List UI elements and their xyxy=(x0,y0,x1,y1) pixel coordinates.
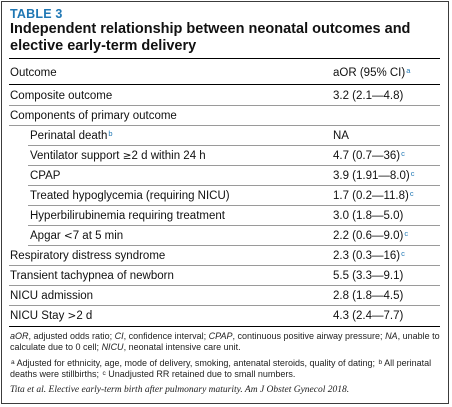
aor-cell: 5.5 (3.3—9.1) xyxy=(333,270,404,282)
row-nicu-stay: NICU Stay >2 d 4.3 (2.4—7.7) xyxy=(9,306,440,326)
outcome-cell: CPAP xyxy=(30,170,61,182)
column-header-aor: aOR (95% CI)a xyxy=(333,66,411,79)
row-respiratory-distress: Respiratory distress syndrome 2.3 (0.3—16… xyxy=(9,246,440,266)
aor-cell: 4.3 (2.4—7.7) xyxy=(333,310,404,322)
aor-cell: 2.8 (1.8—4.5) xyxy=(333,290,404,302)
outcome-cell: Components of primary outcome xyxy=(10,110,177,122)
column-header-outcome: Outcome xyxy=(10,67,57,79)
footnotes-abc: a Adjusted for ethnicity, age, mode of d… xyxy=(10,358,432,379)
table-footnotes: aOR, adjusted odds ratio; CI, confidence… xyxy=(10,331,442,401)
table-top-rule xyxy=(9,58,440,59)
row-hyperbilirubinemia: Hyperbilirubinemia requiring treatment 3.… xyxy=(9,206,440,226)
aor-cell: 2.3 (0.3—16)c xyxy=(333,249,405,262)
row-nicu-admission: NICU admission 2.8 (1.8—4.5) xyxy=(9,286,440,306)
row-transient-tachypnea: Transient tachypnea of newborn 5.5 (3.3—9… xyxy=(9,266,440,286)
aor-cell: NA xyxy=(333,130,349,142)
citation: Tita et al. Elective early-term birth af… xyxy=(10,385,350,395)
aor-cell: 4.7 (0.7—36)c xyxy=(333,149,405,162)
aor-cell: 2.2 (0.6—9.0)c xyxy=(333,229,409,242)
table-title: Independent relationship between neonata… xyxy=(10,21,411,54)
abbreviations-note: aOR, adjusted odds ratio; CI, confidence… xyxy=(10,331,440,352)
table-bottom-rule xyxy=(9,326,440,327)
outcome-cell: Composite outcome xyxy=(10,90,113,102)
outcome-cell: Perinatal deathb xyxy=(30,129,113,142)
aor-cell: 3.9 (1.91—8.0)c xyxy=(333,169,415,182)
aor-cell: 1.7 (0.2—11.8)c xyxy=(333,189,414,202)
row-components-header: Components of primary outcome xyxy=(9,106,440,126)
outcome-cell: Apgar <7 at 5 min xyxy=(30,230,124,242)
aor-cell: 3.2 (2.1—4.8) xyxy=(333,90,404,102)
footnote-marker-a: a xyxy=(406,66,411,75)
column-header-aor-text: aOR (95% CI) xyxy=(333,67,406,79)
row-composite-outcome: Composite outcome 3.2 (2.1—4.8) xyxy=(9,86,440,106)
row-perinatal-death: Perinatal deathb NA xyxy=(9,126,440,146)
outcome-cell: Respiratory distress syndrome xyxy=(10,250,166,262)
outcome-cell: Transient tachypnea of newborn xyxy=(10,270,174,282)
outcome-cell: Treated hypoglycemia (requiring NICU) xyxy=(30,190,230,202)
header-rule xyxy=(9,84,440,85)
row-apgar: Apgar <7 at 5 min 2.2 (0.6—9.0)c xyxy=(9,226,440,246)
row-treated-hypoglycemia: Treated hypoglycemia (requiring NICU) 1.7… xyxy=(9,186,440,206)
outcome-cell: Hyperbilirubinemia requiring treatment xyxy=(30,210,225,222)
outcome-cell: NICU admission xyxy=(10,290,94,302)
row-cpap: CPAP 3.9 (1.91—8.0)c xyxy=(9,166,440,186)
row-ventilator-support: Ventilator support ≥2 d within 24 h 4.7 (… xyxy=(9,146,440,166)
table-label: TABLE 3 xyxy=(10,7,63,21)
outcome-cell: NICU Stay >2 d xyxy=(10,310,93,322)
outcome-cell: Ventilator support ≥2 d within 24 h xyxy=(30,150,206,162)
aor-cell: 3.0 (1.8—5.0) xyxy=(333,210,404,222)
